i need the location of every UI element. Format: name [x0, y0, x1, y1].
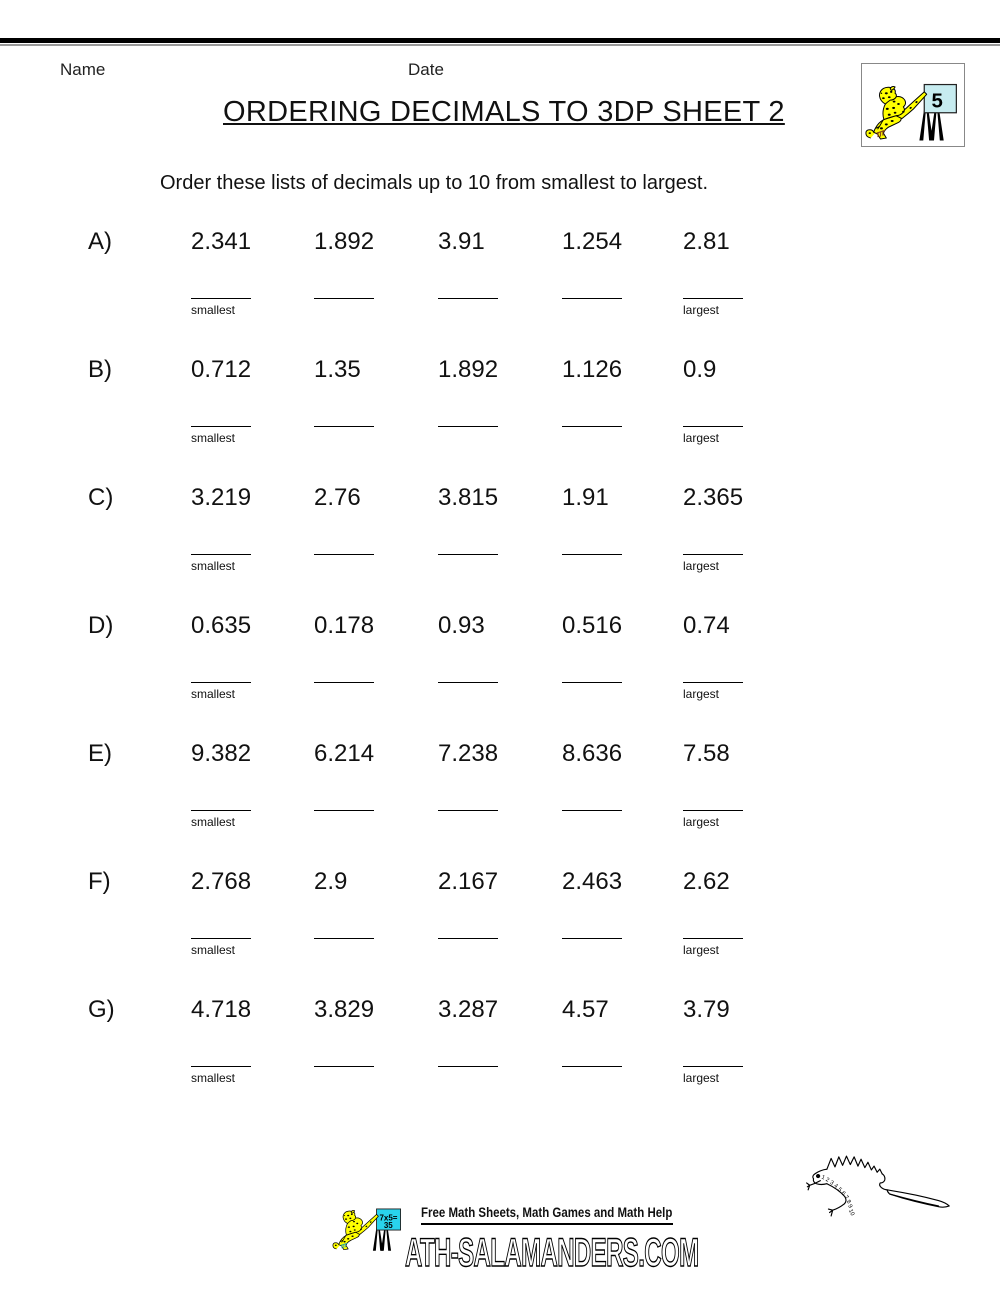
svg-text:10: 10	[847, 1208, 855, 1216]
svg-text:3: 3	[829, 1180, 835, 1187]
svg-text:2: 2	[825, 1177, 831, 1184]
svg-text:5: 5	[932, 90, 943, 112]
svg-text:1: 1	[820, 1175, 825, 1182]
svg-text:35: 35	[384, 1221, 393, 1230]
